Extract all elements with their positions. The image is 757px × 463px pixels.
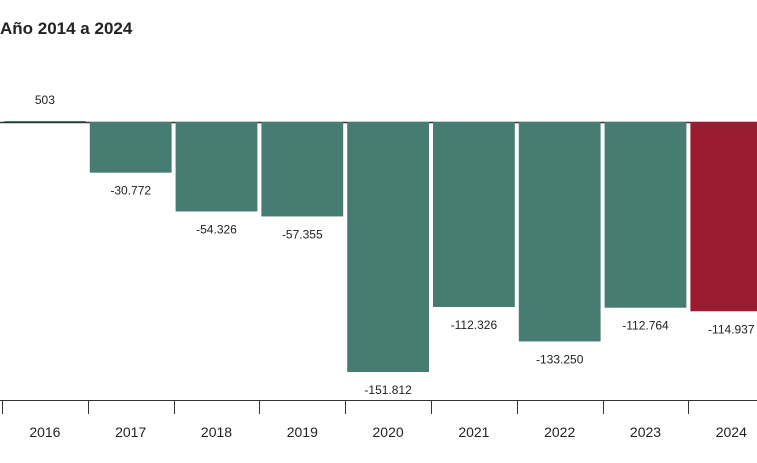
x-tick-label-2022: 2022 [544, 424, 575, 440]
bar-2016 [4, 121, 86, 122]
data-label-2019: -57.355 [282, 227, 323, 241]
bar-2024 [690, 122, 757, 312]
x-tick-label-2020: 2020 [373, 424, 404, 440]
bar-2019 [261, 122, 344, 217]
bar-2021 [433, 122, 515, 307]
data-label-2024: -114.937 [708, 322, 755, 336]
bar-2023 [604, 122, 687, 308]
bar-2017 [89, 122, 172, 173]
x-tick-label-2018: 2018 [201, 424, 232, 440]
data-label-2016: 503 [35, 93, 55, 107]
x-tick-label-2017: 2017 [115, 424, 146, 440]
data-label-2017: -30.772 [110, 184, 151, 198]
x-tick-label-2016: 2016 [29, 424, 60, 440]
x-tick-label-2023: 2023 [630, 424, 661, 440]
x-tick-label-2019: 2019 [287, 424, 318, 440]
data-label-2023: -112.764 [622, 319, 669, 333]
bar-2018 [175, 122, 258, 212]
data-label-2022: -133.250 [536, 352, 584, 366]
data-label-2021: -112.326 [451, 318, 498, 332]
bar-2022 [518, 122, 601, 342]
data-label-2018: -54.326 [196, 222, 237, 236]
x-tick-label-2021: 2021 [458, 424, 489, 440]
x-tick-label-2024: 2024 [716, 424, 747, 440]
data-label-2020: -151.812 [364, 383, 412, 397]
bar-2020 [347, 122, 429, 372]
chart-title: Año 2014 a 2024 [0, 19, 133, 38]
